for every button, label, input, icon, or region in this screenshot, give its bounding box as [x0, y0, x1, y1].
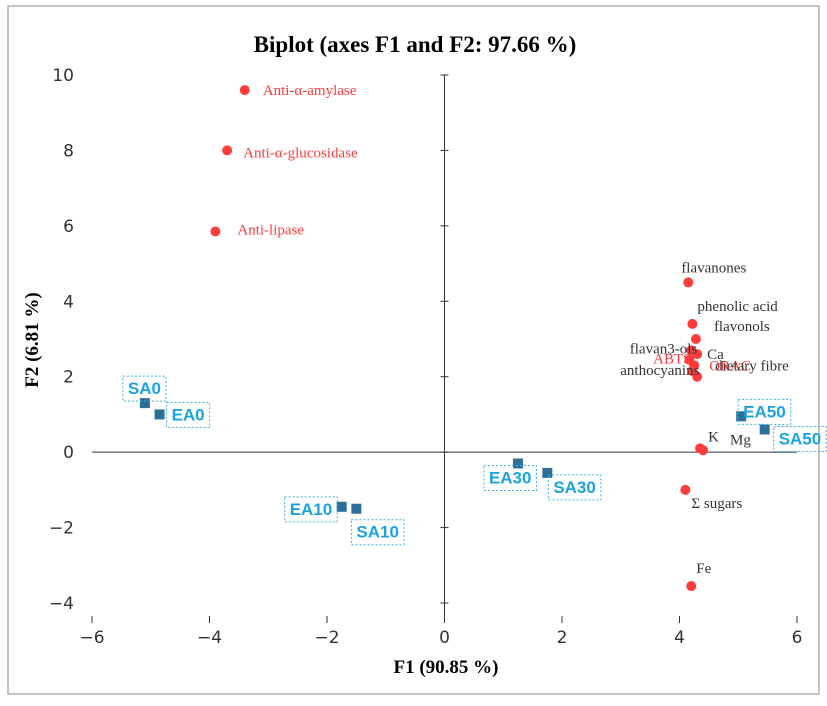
- observation-point: [736, 411, 747, 422]
- y-tick-label: 4: [63, 292, 74, 312]
- variable-label: Σ sugars: [691, 496, 742, 512]
- variable-point: [239, 85, 250, 96]
- chart-title: Biplot (axes F1 and F2: 97.66 %): [254, 32, 577, 57]
- observation-point: [336, 501, 347, 512]
- variable-label: flavan3-ols: [630, 341, 698, 357]
- variable-label: ORAC: [709, 358, 751, 374]
- variable-label: Anti-α-glucosidase: [243, 145, 358, 161]
- x-axis-title: F1 (90.85 %): [393, 657, 498, 678]
- variable-label: K: [708, 429, 719, 445]
- observation-label-box: [350, 519, 405, 546]
- observation-point: [154, 409, 165, 420]
- chart-frame: [7, 5, 820, 695]
- y-tick-label: 2: [63, 368, 74, 388]
- observation-label: EA0: [172, 405, 205, 424]
- y-tick-label: −4: [49, 594, 74, 614]
- variable-label: Anti-α-amylase: [263, 83, 357, 99]
- observation-point: [542, 467, 553, 478]
- y-tick-label: −2: [49, 519, 74, 539]
- observation-label: EA10: [290, 500, 333, 519]
- x-tick-label: −6: [79, 628, 104, 648]
- variable-label: ABTS: [653, 352, 691, 368]
- observation-point: [759, 424, 770, 435]
- variable-point: [692, 371, 703, 382]
- observation-label: EA50: [743, 402, 786, 421]
- variable-label: Mg: [730, 432, 751, 448]
- variable-label: flavanones: [681, 260, 746, 276]
- variable-label: dietary fibre: [715, 359, 789, 375]
- observation-label-box: [122, 375, 167, 402]
- observation-point: [512, 458, 523, 469]
- x-tick-label: 6: [792, 628, 803, 648]
- variable-label: Ca: [707, 347, 724, 363]
- variable-label: Fe: [696, 561, 711, 577]
- variable-label: Anti-lipase: [237, 223, 304, 239]
- variable-label: anthocyanins: [620, 363, 699, 379]
- x-tick-label: −4: [197, 628, 222, 648]
- y-tick-label: 10: [52, 66, 74, 86]
- observation-label-box: [166, 401, 211, 428]
- x-tick-label: 4: [674, 628, 685, 648]
- variable-point: [686, 581, 697, 592]
- y-axis-title: F2 (6.81 %): [22, 292, 43, 388]
- y-tick-label: 6: [63, 217, 74, 237]
- observation-point: [351, 503, 362, 514]
- observation-label-box: [547, 474, 602, 501]
- x-tick-label: −2: [314, 628, 339, 648]
- observation-label: SA50: [779, 430, 822, 449]
- observation-label: SA30: [553, 478, 596, 497]
- observation-label-box: [737, 398, 792, 425]
- observation-label-box: [773, 426, 827, 453]
- variable-point: [692, 349, 703, 360]
- variable-point: [687, 318, 698, 329]
- point-labels: Anti-α-amylase Anti-α-glucosidase Anti-lip…: [122, 83, 827, 577]
- y-tick-label: 0: [63, 443, 74, 463]
- y-tick-label: 8: [63, 141, 74, 161]
- x-tick-label: 0: [439, 628, 450, 648]
- observation-label-box: [483, 464, 537, 491]
- variable-point: [210, 226, 221, 237]
- variable-label: phenolic acid: [697, 299, 778, 315]
- observation-label-box: [284, 496, 338, 523]
- variable-point: [680, 484, 691, 495]
- variable-point: [698, 445, 708, 456]
- x-tick-label: 2: [557, 628, 568, 648]
- variable-point: [222, 145, 233, 156]
- variable-point: [683, 277, 694, 288]
- marks: [139, 85, 770, 592]
- variable-label: flavonols: [714, 319, 770, 335]
- variable-point: [690, 334, 701, 344]
- observation-label: SA0: [128, 379, 161, 398]
- observation-point: [139, 398, 150, 409]
- observation-label: SA10: [356, 523, 399, 542]
- observation-label: EA30: [489, 468, 532, 487]
